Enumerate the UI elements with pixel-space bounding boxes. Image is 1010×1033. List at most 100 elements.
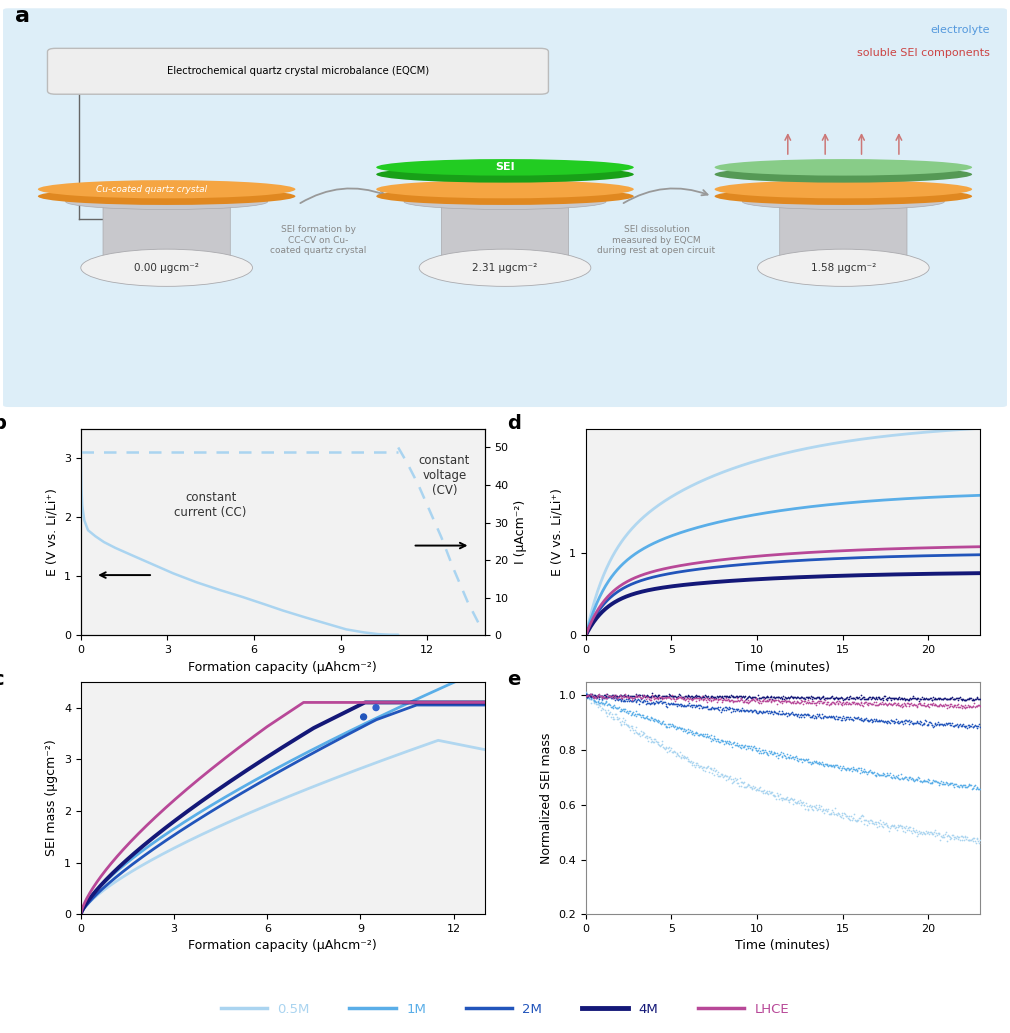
Point xyxy=(674,720,690,737)
Point xyxy=(583,686,599,702)
Point xyxy=(675,697,691,714)
Point xyxy=(890,770,906,786)
Point xyxy=(739,689,755,706)
Point xyxy=(754,785,771,802)
Point xyxy=(887,820,903,837)
Point xyxy=(806,690,822,707)
Point xyxy=(798,688,814,705)
Point xyxy=(771,747,787,763)
Point xyxy=(928,691,944,708)
Point xyxy=(744,780,761,796)
Point xyxy=(686,726,702,743)
Point xyxy=(822,757,838,774)
Point xyxy=(780,749,796,765)
Point xyxy=(689,687,705,703)
Point xyxy=(860,812,876,828)
Point xyxy=(669,690,685,707)
Point xyxy=(726,734,742,751)
Point xyxy=(601,688,617,705)
Point xyxy=(861,712,877,728)
Point xyxy=(642,695,659,712)
Point xyxy=(942,690,958,707)
Point xyxy=(957,699,974,716)
Point xyxy=(753,703,770,720)
Point xyxy=(724,774,740,790)
Point xyxy=(883,818,899,835)
Point xyxy=(619,717,635,733)
Point xyxy=(675,723,691,740)
Point xyxy=(791,794,807,811)
Point xyxy=(741,694,758,711)
Point xyxy=(852,712,869,728)
Point xyxy=(606,696,622,713)
Point xyxy=(666,717,682,733)
Point xyxy=(922,775,938,791)
Point xyxy=(856,763,873,780)
Point xyxy=(710,768,726,784)
Point xyxy=(710,700,726,717)
Point xyxy=(825,806,841,822)
Point xyxy=(813,756,829,773)
Point xyxy=(738,691,754,708)
Point xyxy=(930,690,946,707)
Point xyxy=(929,716,945,732)
Point xyxy=(845,690,862,707)
Point xyxy=(738,779,754,795)
Point xyxy=(647,694,664,711)
Point xyxy=(654,737,671,753)
Point xyxy=(579,690,595,707)
Point xyxy=(676,689,692,706)
Point xyxy=(687,698,703,715)
Point xyxy=(630,687,646,703)
Point xyxy=(604,687,620,703)
Point xyxy=(840,711,856,727)
Point xyxy=(905,771,921,787)
Point xyxy=(798,707,814,723)
Point xyxy=(881,714,897,730)
Point xyxy=(941,827,957,844)
Point xyxy=(651,738,668,754)
Point xyxy=(700,688,716,705)
Point xyxy=(845,694,862,711)
Point xyxy=(915,773,931,789)
Point xyxy=(828,757,844,774)
Point xyxy=(635,687,651,703)
Point xyxy=(704,698,720,715)
Point xyxy=(925,826,941,843)
Point xyxy=(607,706,623,722)
Point xyxy=(948,696,965,713)
Point xyxy=(760,703,776,720)
Point xyxy=(679,688,695,705)
Point xyxy=(863,763,879,780)
Point xyxy=(638,689,654,706)
Point xyxy=(758,744,774,760)
Point xyxy=(681,753,697,770)
Point xyxy=(855,695,872,712)
Point xyxy=(623,690,639,707)
Point xyxy=(740,694,756,711)
Point xyxy=(763,692,779,709)
Point xyxy=(714,732,730,749)
Point xyxy=(648,689,665,706)
Point xyxy=(947,776,964,792)
Point xyxy=(807,799,823,815)
Point xyxy=(926,715,942,731)
Point xyxy=(704,764,720,781)
Point xyxy=(884,696,900,713)
Point xyxy=(888,690,904,707)
Point xyxy=(864,712,880,728)
Point xyxy=(967,777,983,793)
Point xyxy=(858,766,875,783)
Point xyxy=(604,706,620,722)
Point xyxy=(914,696,930,713)
Point xyxy=(927,690,943,707)
Point xyxy=(794,708,810,724)
Point xyxy=(869,690,885,707)
Point xyxy=(782,690,798,707)
Point xyxy=(674,688,690,705)
Point xyxy=(908,698,924,715)
Point xyxy=(909,714,925,730)
Point xyxy=(615,688,631,705)
Point xyxy=(598,693,614,710)
Point xyxy=(891,771,907,787)
